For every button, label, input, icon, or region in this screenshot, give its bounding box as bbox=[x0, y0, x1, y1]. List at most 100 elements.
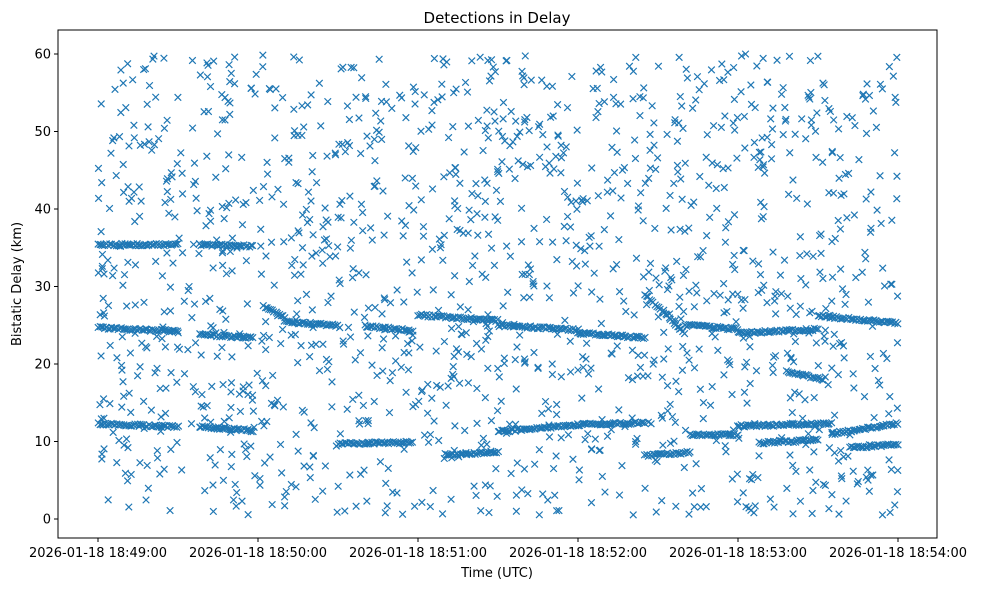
detection-point bbox=[163, 116, 171, 125]
detection-point bbox=[412, 143, 420, 152]
detection-point bbox=[835, 339, 844, 348]
detection-point bbox=[721, 112, 729, 120]
detection-point bbox=[345, 115, 354, 124]
detection-point bbox=[677, 315, 685, 323]
detection-point bbox=[393, 286, 401, 294]
detection-point bbox=[806, 56, 815, 65]
detection-point bbox=[834, 370, 843, 379]
detection-point bbox=[729, 119, 738, 127]
detection-point bbox=[363, 497, 371, 505]
detection-point bbox=[105, 204, 114, 213]
detection-point bbox=[299, 123, 308, 131]
detection-point bbox=[355, 420, 364, 428]
detection-point bbox=[702, 153, 710, 161]
detection-point bbox=[97, 100, 105, 108]
detection-point bbox=[237, 153, 246, 162]
detection-point bbox=[240, 440, 248, 448]
detection-point bbox=[834, 457, 843, 465]
detection-point bbox=[450, 197, 459, 205]
detection-point bbox=[667, 226, 675, 234]
detection-point bbox=[418, 498, 426, 507]
detection-point bbox=[674, 387, 683, 396]
detection-point bbox=[538, 409, 546, 418]
detection-point bbox=[802, 420, 810, 429]
detection-point bbox=[150, 52, 158, 60]
detection-point bbox=[722, 224, 730, 232]
detection-point bbox=[681, 159, 689, 167]
detection-point bbox=[766, 495, 775, 503]
detection-point bbox=[474, 116, 483, 125]
detection-point bbox=[470, 316, 479, 324]
detection-point bbox=[675, 302, 683, 311]
detection-point bbox=[131, 261, 140, 269]
detection-point bbox=[201, 486, 209, 495]
detection-point bbox=[191, 388, 200, 396]
detection-point bbox=[96, 400, 104, 409]
detection-point bbox=[671, 116, 679, 124]
detection-point bbox=[302, 205, 311, 214]
detection-point bbox=[885, 409, 893, 418]
detection-point bbox=[315, 79, 324, 87]
detection-point bbox=[812, 153, 820, 162]
detection-point bbox=[173, 327, 182, 335]
detection-point bbox=[257, 242, 265, 250]
detection-point bbox=[503, 288, 512, 297]
detection-point bbox=[645, 268, 653, 276]
detection-point bbox=[609, 75, 618, 84]
detection-point bbox=[120, 441, 128, 449]
detection-point bbox=[128, 76, 137, 84]
detection-point bbox=[672, 377, 680, 385]
detection-point bbox=[858, 268, 866, 276]
detection-point bbox=[447, 495, 455, 504]
detection-point bbox=[117, 108, 125, 117]
detection-point bbox=[491, 117, 499, 125]
detection-point bbox=[418, 386, 426, 394]
detection-point bbox=[136, 363, 144, 371]
detection-point bbox=[541, 162, 550, 171]
detection-point bbox=[368, 236, 377, 244]
detection-point bbox=[151, 368, 159, 377]
detection-point bbox=[378, 344, 386, 352]
detection-point bbox=[812, 478, 820, 486]
detection-point bbox=[534, 364, 542, 373]
detection-point bbox=[464, 379, 473, 387]
detection-point bbox=[513, 459, 522, 467]
detection-point bbox=[716, 291, 724, 299]
detection-point bbox=[221, 165, 230, 173]
detection-point bbox=[471, 252, 479, 260]
detection-point bbox=[222, 269, 231, 278]
detection-point bbox=[294, 131, 302, 139]
detection-point bbox=[607, 349, 615, 357]
detection-point bbox=[574, 366, 582, 374]
detection-point bbox=[828, 273, 837, 281]
detection-point bbox=[481, 213, 489, 221]
detection-point bbox=[864, 298, 873, 306]
detection-point bbox=[448, 370, 457, 379]
detection-point bbox=[318, 259, 327, 268]
detection-point bbox=[322, 235, 331, 243]
detection-point bbox=[646, 259, 655, 268]
detection-point bbox=[650, 119, 658, 127]
detection-point bbox=[288, 261, 296, 270]
detection-point bbox=[228, 450, 236, 459]
detection-point bbox=[196, 71, 205, 79]
detection-point bbox=[287, 234, 296, 242]
detection-point bbox=[358, 226, 367, 235]
detection-point bbox=[373, 177, 381, 185]
detection-point bbox=[440, 337, 449, 346]
detection-point bbox=[595, 99, 603, 108]
detection-point bbox=[825, 504, 833, 513]
detection-point bbox=[573, 126, 581, 134]
detection-point bbox=[867, 471, 875, 479]
detection-point bbox=[249, 407, 258, 415]
detection-point bbox=[581, 435, 589, 444]
detection-point bbox=[835, 510, 843, 518]
detection-point bbox=[265, 333, 274, 342]
detection-point bbox=[147, 406, 156, 414]
detection-point bbox=[267, 238, 276, 246]
detection-point bbox=[238, 220, 247, 229]
detection-point bbox=[378, 310, 386, 318]
detection-point bbox=[487, 244, 496, 252]
detection-point bbox=[855, 155, 863, 164]
detection-point bbox=[447, 324, 456, 333]
